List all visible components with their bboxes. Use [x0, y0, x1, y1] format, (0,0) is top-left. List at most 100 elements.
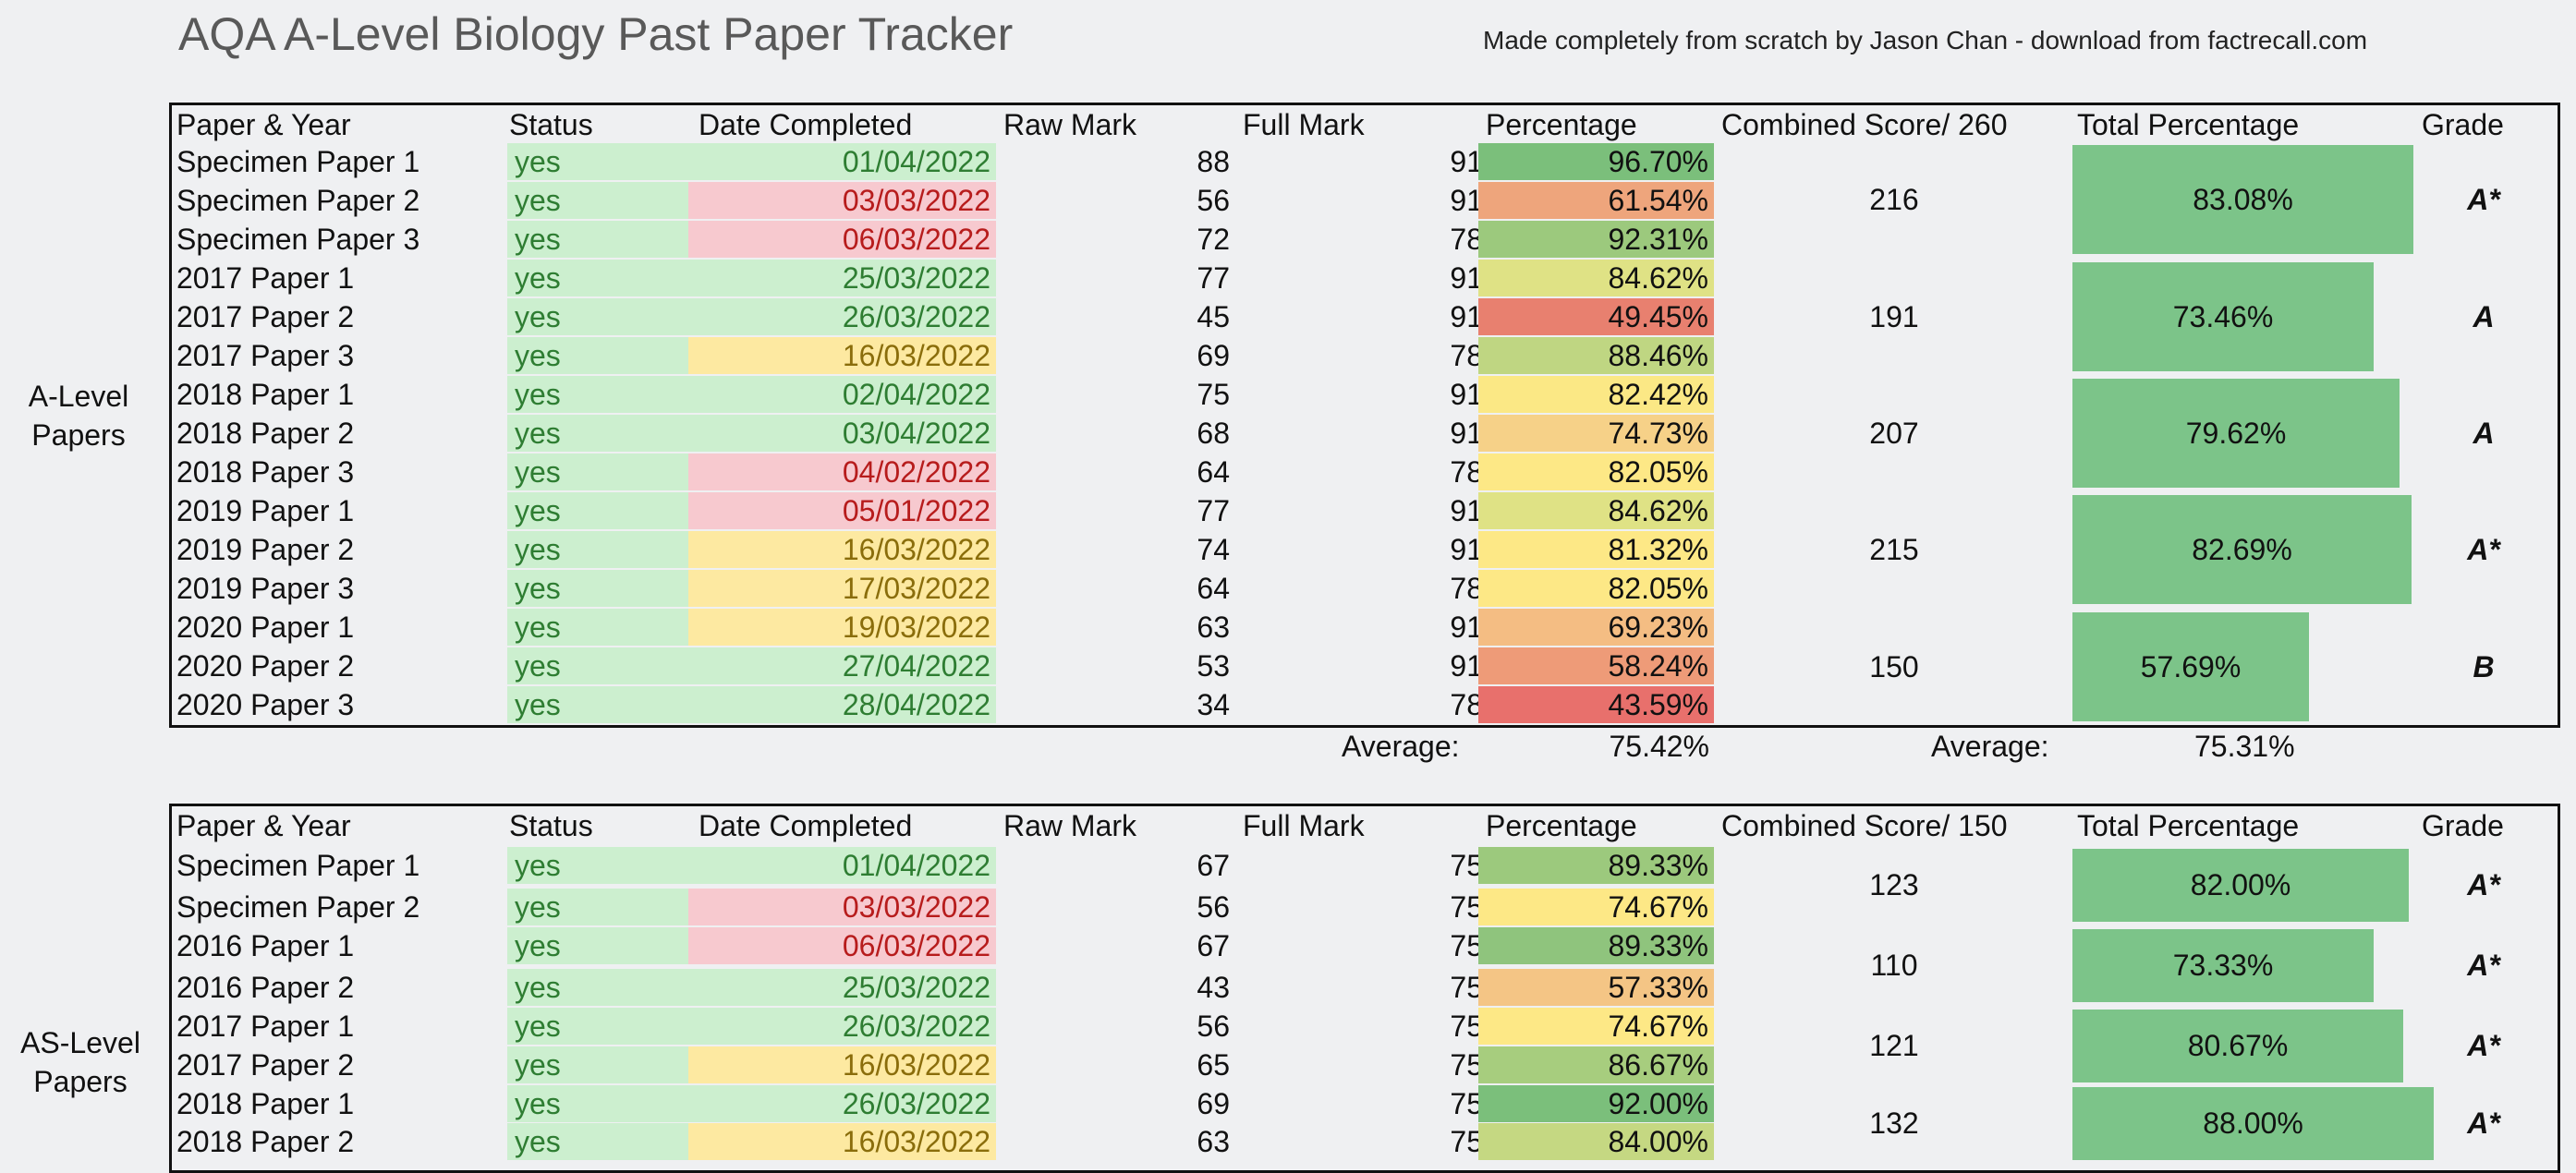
a-level-row-status[interactable]: yes: [507, 686, 688, 723]
a-level-row-date[interactable]: 27/04/2022: [688, 647, 996, 684]
a-level-row-paper: 2018 Paper 1: [176, 378, 355, 411]
a-level-row-status[interactable]: yes: [507, 221, 688, 258]
as-level-header-grade: Grade: [2422, 809, 2504, 842]
as-level-row-date[interactable]: 16/03/2022: [688, 1046, 996, 1083]
a-level-row-status[interactable]: yes: [507, 376, 688, 413]
as-level-row-status[interactable]: yes: [507, 969, 688, 1006]
a-level-row-date[interactable]: 05/01/2022: [688, 492, 996, 529]
as-level-row-date[interactable]: 25/03/2022: [688, 969, 996, 1006]
as-level-row-raw-mark[interactable]: 69: [1197, 1087, 1230, 1120]
a-level-row-full-mark: 78: [1450, 339, 1483, 372]
a-level-row-percentage: 58.24%: [1478, 647, 1714, 684]
as-level-row-percentage: 86.67%: [1478, 1046, 1714, 1083]
as-level-row-date[interactable]: 03/03/2022: [688, 889, 996, 925]
a-level-row-raw-mark[interactable]: 72: [1197, 223, 1230, 256]
as-level-row-status[interactable]: yes: [507, 1123, 688, 1160]
as-level-row-raw-mark[interactable]: 63: [1197, 1125, 1230, 1158]
a-level-row-date[interactable]: 16/03/2022: [688, 337, 996, 374]
a-level-row-raw-mark[interactable]: 56: [1197, 184, 1230, 217]
as-level-row-date[interactable]: 06/03/2022: [688, 927, 996, 964]
a-level-row-raw-mark[interactable]: 75: [1197, 378, 1230, 411]
a-level-row-date[interactable]: 25/03/2022: [688, 260, 996, 296]
a-level-row-date[interactable]: 04/02/2022: [688, 453, 996, 490]
as-level-row-status[interactable]: yes: [507, 847, 688, 884]
as-level-row-date[interactable]: 26/03/2022: [688, 1085, 996, 1122]
a-level-row-status[interactable]: yes: [507, 415, 688, 452]
as-level-section-label: AS-Level Papers: [20, 1026, 140, 1098]
a-level-row-status[interactable]: yes: [507, 143, 688, 180]
as-level-group-combined-score: 132: [1869, 1106, 1919, 1140]
a-level-row-paper: 2018 Paper 2: [176, 417, 355, 450]
as-level-group-grade: A*: [2467, 1106, 2500, 1140]
a-level-row-paper: 2019 Paper 2: [176, 533, 355, 566]
a-level-row-percentage: 96.70%: [1478, 143, 1714, 180]
as-level-header-status: Status: [509, 809, 593, 842]
as-level-row-status[interactable]: yes: [507, 1008, 688, 1045]
a-level-row-raw-mark[interactable]: 77: [1197, 261, 1230, 295]
a-level-average-label-2: Average:: [1931, 730, 2049, 763]
a-level-header-combined: Combined Score/ 260: [1721, 108, 2008, 141]
a-level-row-date[interactable]: 28/04/2022: [688, 686, 996, 723]
a-level-row-raw-mark[interactable]: 77: [1197, 494, 1230, 527]
a-level-row-date[interactable]: 06/03/2022: [688, 221, 996, 258]
as-level-row-raw-mark[interactable]: 56: [1197, 890, 1230, 924]
a-level-row-status[interactable]: yes: [507, 609, 688, 646]
a-level-header-pct: Percentage: [1486, 108, 1637, 141]
as-level-row-status[interactable]: yes: [507, 927, 688, 964]
as-level-row-percentage: 57.33%: [1478, 969, 1714, 1006]
as-level-row-full-mark: 75: [1450, 929, 1483, 962]
a-level-row-date[interactable]: 03/03/2022: [688, 182, 996, 219]
as-level-row-status[interactable]: yes: [507, 1085, 688, 1122]
as-level-row-date[interactable]: 16/03/2022: [688, 1123, 996, 1160]
a-level-row-raw-mark[interactable]: 34: [1197, 688, 1230, 721]
a-level-header-raw: Raw Mark: [1003, 108, 1137, 141]
a-level-header-full: Full Mark: [1243, 108, 1365, 141]
a-level-row-raw-mark[interactable]: 74: [1197, 533, 1230, 566]
a-level-row-status[interactable]: yes: [507, 453, 688, 490]
a-level-row-full-mark: 78: [1450, 688, 1483, 721]
as-level-row-raw-mark[interactable]: 67: [1197, 929, 1230, 962]
a-level-row-status[interactable]: yes: [507, 298, 688, 335]
a-level-row-date[interactable]: 02/04/2022: [688, 376, 996, 413]
a-level-row-raw-mark[interactable]: 53: [1197, 649, 1230, 683]
a-level-row-raw-mark[interactable]: 88: [1197, 145, 1230, 178]
a-level-group-total-percentage-bar: 79.62%: [2072, 379, 2400, 488]
a-level-row-percentage: 84.62%: [1478, 260, 1714, 296]
a-level-row-status[interactable]: yes: [507, 492, 688, 529]
a-level-row-full-mark: 91: [1450, 533, 1483, 566]
as-level-header-pct: Percentage: [1486, 809, 1637, 842]
a-level-row-status[interactable]: yes: [507, 260, 688, 296]
a-level-row-status[interactable]: yes: [507, 531, 688, 568]
a-level-header-grade: Grade: [2422, 108, 2504, 141]
as-level-row-date[interactable]: 26/03/2022: [688, 1008, 996, 1045]
as-level-row-status[interactable]: yes: [507, 1046, 688, 1083]
a-level-row-raw-mark[interactable]: 64: [1197, 572, 1230, 605]
a-level-row-date[interactable]: 17/03/2022: [688, 570, 996, 607]
a-level-row-date[interactable]: 19/03/2022: [688, 609, 996, 646]
a-level-row-status[interactable]: yes: [507, 570, 688, 607]
as-level-row-status[interactable]: yes: [507, 889, 688, 925]
as-level-row-raw-mark[interactable]: 67: [1197, 849, 1230, 882]
as-level-row-paper: 2018 Paper 1: [176, 1087, 355, 1120]
a-level-row-date[interactable]: 26/03/2022: [688, 298, 996, 335]
a-level-row-paper: 2019 Paper 3: [176, 572, 355, 605]
as-level-row-raw-mark[interactable]: 56: [1197, 1010, 1230, 1043]
a-level-row-status[interactable]: yes: [507, 337, 688, 374]
a-level-row-raw-mark[interactable]: 64: [1197, 455, 1230, 489]
a-level-row-status[interactable]: yes: [507, 182, 688, 219]
a-level-group-grade: B: [2473, 650, 2495, 683]
a-level-row-percentage: 69.23%: [1478, 609, 1714, 646]
as-level-row-paper: 2018 Paper 2: [176, 1125, 355, 1158]
a-level-row-status[interactable]: yes: [507, 647, 688, 684]
a-level-row-date[interactable]: 03/04/2022: [688, 415, 996, 452]
a-level-row-raw-mark[interactable]: 68: [1197, 417, 1230, 450]
as-level-row-raw-mark[interactable]: 65: [1197, 1048, 1230, 1082]
as-level-row-date[interactable]: 01/04/2022: [688, 847, 996, 884]
a-level-row-raw-mark[interactable]: 69: [1197, 339, 1230, 372]
a-level-row-raw-mark[interactable]: 63: [1197, 611, 1230, 644]
a-level-group-total-percentage-bar: 82.69%: [2072, 495, 2412, 604]
a-level-row-raw-mark[interactable]: 45: [1197, 300, 1230, 333]
a-level-row-date[interactable]: 01/04/2022: [688, 143, 996, 180]
a-level-row-date[interactable]: 16/03/2022: [688, 531, 996, 568]
as-level-row-raw-mark[interactable]: 43: [1197, 971, 1230, 1004]
